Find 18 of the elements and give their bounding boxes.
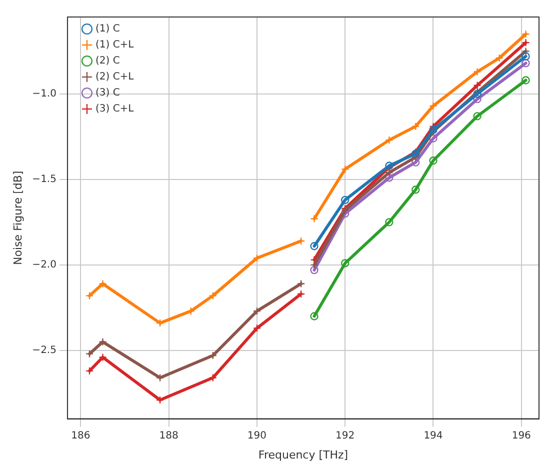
legend-label: (2) C: [95, 56, 120, 67]
x-tick-label: 194: [424, 430, 443, 442]
y-tick-label: −2.5: [32, 345, 56, 356]
x-tick-label: 186: [71, 430, 90, 442]
x-tick-label: 188: [159, 430, 178, 442]
x-tick-label: 196: [512, 430, 531, 442]
y-tick-label: −1.0: [32, 88, 56, 100]
legend-label: (1) C+L: [95, 40, 134, 51]
y-tick-label: −2.0: [32, 260, 56, 271]
y-axis-title: Noise Figure [dB]: [11, 170, 24, 266]
y-tick-label: −1.5: [32, 174, 56, 186]
x-tick-label: 190: [247, 430, 267, 442]
legend-label: (1) C: [95, 24, 120, 35]
x-axis-title: Frequency [THz]: [258, 448, 348, 462]
x-tick-label: 192: [336, 430, 355, 442]
legend-label: (3) C+L: [95, 104, 134, 115]
legend-label: (2) C+L: [95, 72, 134, 83]
legend-label: (3) C: [95, 88, 120, 99]
